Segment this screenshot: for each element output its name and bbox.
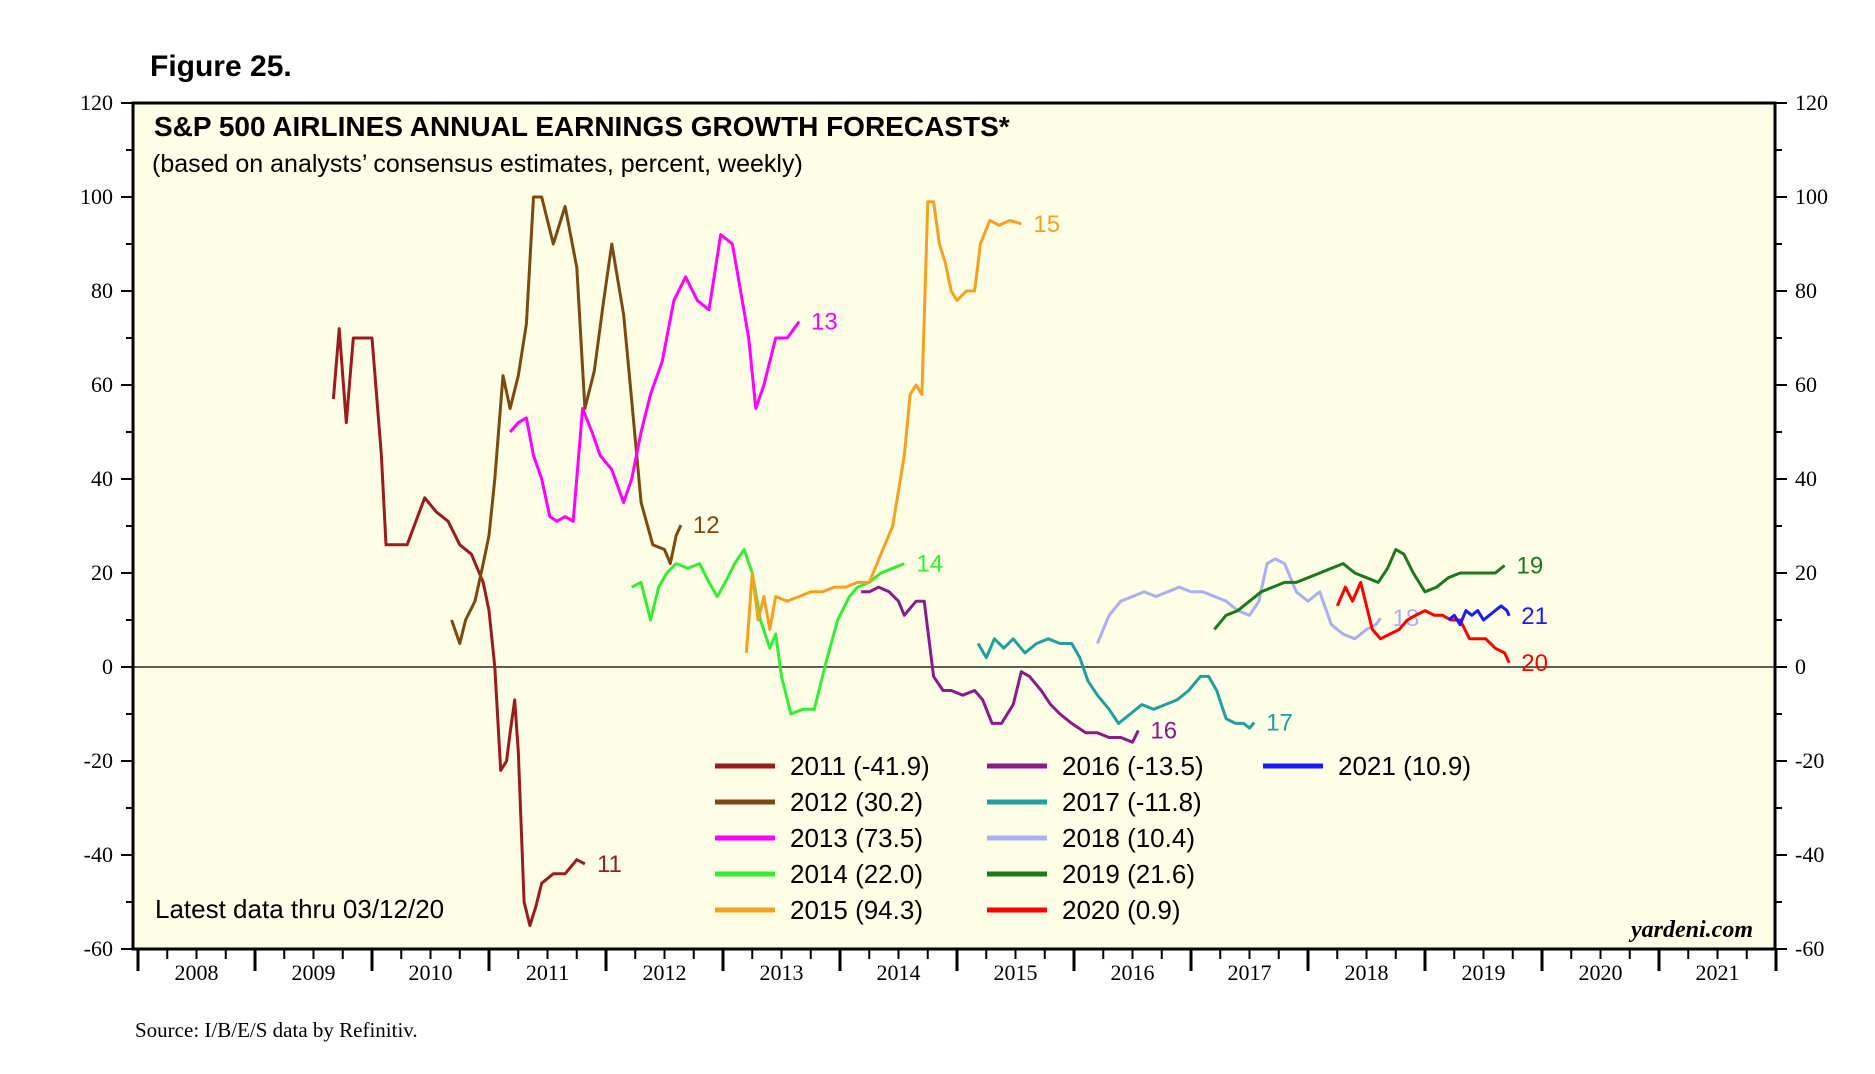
series-end-label-2011: 11 <box>597 851 622 878</box>
legend-label-2014: 2014 (22.0) <box>790 859 923 889</box>
latest-data-note: Latest data thru 03/12/20 <box>155 894 444 924</box>
x-tick-label: 2011 <box>526 960 569 985</box>
y-tick-label-left: 0 <box>102 654 113 679</box>
y-tick-label-left: 100 <box>80 184 113 209</box>
y-tick-label-right: -60 <box>1795 936 1824 961</box>
y-tick-label-left: -40 <box>84 842 113 867</box>
x-tick-label: 2016 <box>1111 960 1155 985</box>
legend-label-2019: 2019 (21.6) <box>1062 859 1195 889</box>
series-line-2017 <box>976 637 1256 730</box>
y-tick-label-right: -20 <box>1795 748 1824 773</box>
series-end-label-2018: 18 <box>1393 605 1420 632</box>
x-tick-label: 2017 <box>1228 960 1272 985</box>
y-tick-label-right: 0 <box>1795 654 1806 679</box>
series-line-2012 <box>450 195 683 645</box>
y-tick-label-right: 60 <box>1795 372 1817 397</box>
x-tick-label: 2021 <box>1696 960 1740 985</box>
y-tick-label-left: 40 <box>91 466 113 491</box>
watermark: yardeni.com <box>1628 917 1753 943</box>
x-tick-label: 2008 <box>175 960 219 985</box>
legend-label-2016: 2016 (-13.5) <box>1062 751 1204 781</box>
x-tick-label: 2020 <box>1579 960 1623 985</box>
x-tick-label: 2015 <box>994 960 1038 985</box>
y-tick-label-left: 20 <box>91 560 113 585</box>
y-tick-label-left: -20 <box>84 748 113 773</box>
legend-label-2011: 2011 (-41.9) <box>790 751 930 781</box>
series-end-label-2021: 21 <box>1521 603 1548 630</box>
legend-label-2020: 2020 (0.9) <box>1062 895 1181 925</box>
series-end-label-2019: 19 <box>1517 552 1544 579</box>
series-line-2015 <box>744 200 1022 654</box>
source-note: Source: I/B/E/S data by Refinitiv. <box>135 1018 418 1042</box>
series-line-2019 <box>1213 548 1506 631</box>
chart-subtitle: (based on analysts’ consensus estimates,… <box>152 150 803 178</box>
figure-label: Figure 25. <box>150 50 292 83</box>
y-tick-label-left: -60 <box>84 936 113 961</box>
legend-label-2021: 2021 (10.9) <box>1338 751 1471 781</box>
y-tick-label-right: 20 <box>1795 560 1817 585</box>
chart-title: S&P 500 AIRLINES ANNUAL EARNINGS GROWTH … <box>154 111 1010 142</box>
legend-label-2017: 2017 (-11.8) <box>1062 787 1202 817</box>
series-end-label-2013: 13 <box>811 309 838 336</box>
x-tick-label: 2018 <box>1345 960 1389 985</box>
y-tick-label-left: 80 <box>91 278 113 303</box>
series-line-2020 <box>1335 580 1511 664</box>
x-tick-label: 2009 <box>292 960 336 985</box>
series-line-2018 <box>1096 557 1382 645</box>
series-end-label-2015: 15 <box>1033 211 1060 238</box>
series-end-label-2016: 16 <box>1150 717 1177 744</box>
plot-background <box>133 103 1775 949</box>
series-end-label-2020: 20 <box>1521 650 1548 677</box>
series-line-2014 <box>631 548 905 716</box>
legend-label-2012: 2012 (30.2) <box>790 787 923 817</box>
legend-label-2013: 2013 (73.5) <box>790 823 923 853</box>
series-end-label-2012: 12 <box>693 512 720 539</box>
y-tick-label-right: 40 <box>1795 466 1817 491</box>
series-line-2011 <box>331 327 586 927</box>
legend-label-2018: 2018 (10.4) <box>1062 823 1195 853</box>
series-line-2013 <box>508 233 801 523</box>
series-end-label-2014: 14 <box>916 551 943 578</box>
x-tick-label: 2010 <box>409 960 453 985</box>
y-tick-label-right: 120 <box>1795 90 1828 115</box>
y-tick-label-right: -40 <box>1795 842 1824 867</box>
series-line-2021 <box>1447 604 1511 627</box>
x-tick-label: 2019 <box>1462 960 1506 985</box>
y-tick-label-left: 60 <box>91 372 113 397</box>
x-tick-label: 2013 <box>760 960 804 985</box>
series-line-2016 <box>861 585 1140 744</box>
x-tick-label: 2012 <box>643 960 687 985</box>
series-end-label-2017: 17 <box>1266 709 1293 736</box>
y-tick-label-right: 80 <box>1795 278 1817 303</box>
y-tick-label-left: 120 <box>80 90 113 115</box>
x-tick-label: 2014 <box>877 960 921 985</box>
y-tick-label-right: 100 <box>1795 184 1828 209</box>
legend-label-2015: 2015 (94.3) <box>790 895 923 925</box>
